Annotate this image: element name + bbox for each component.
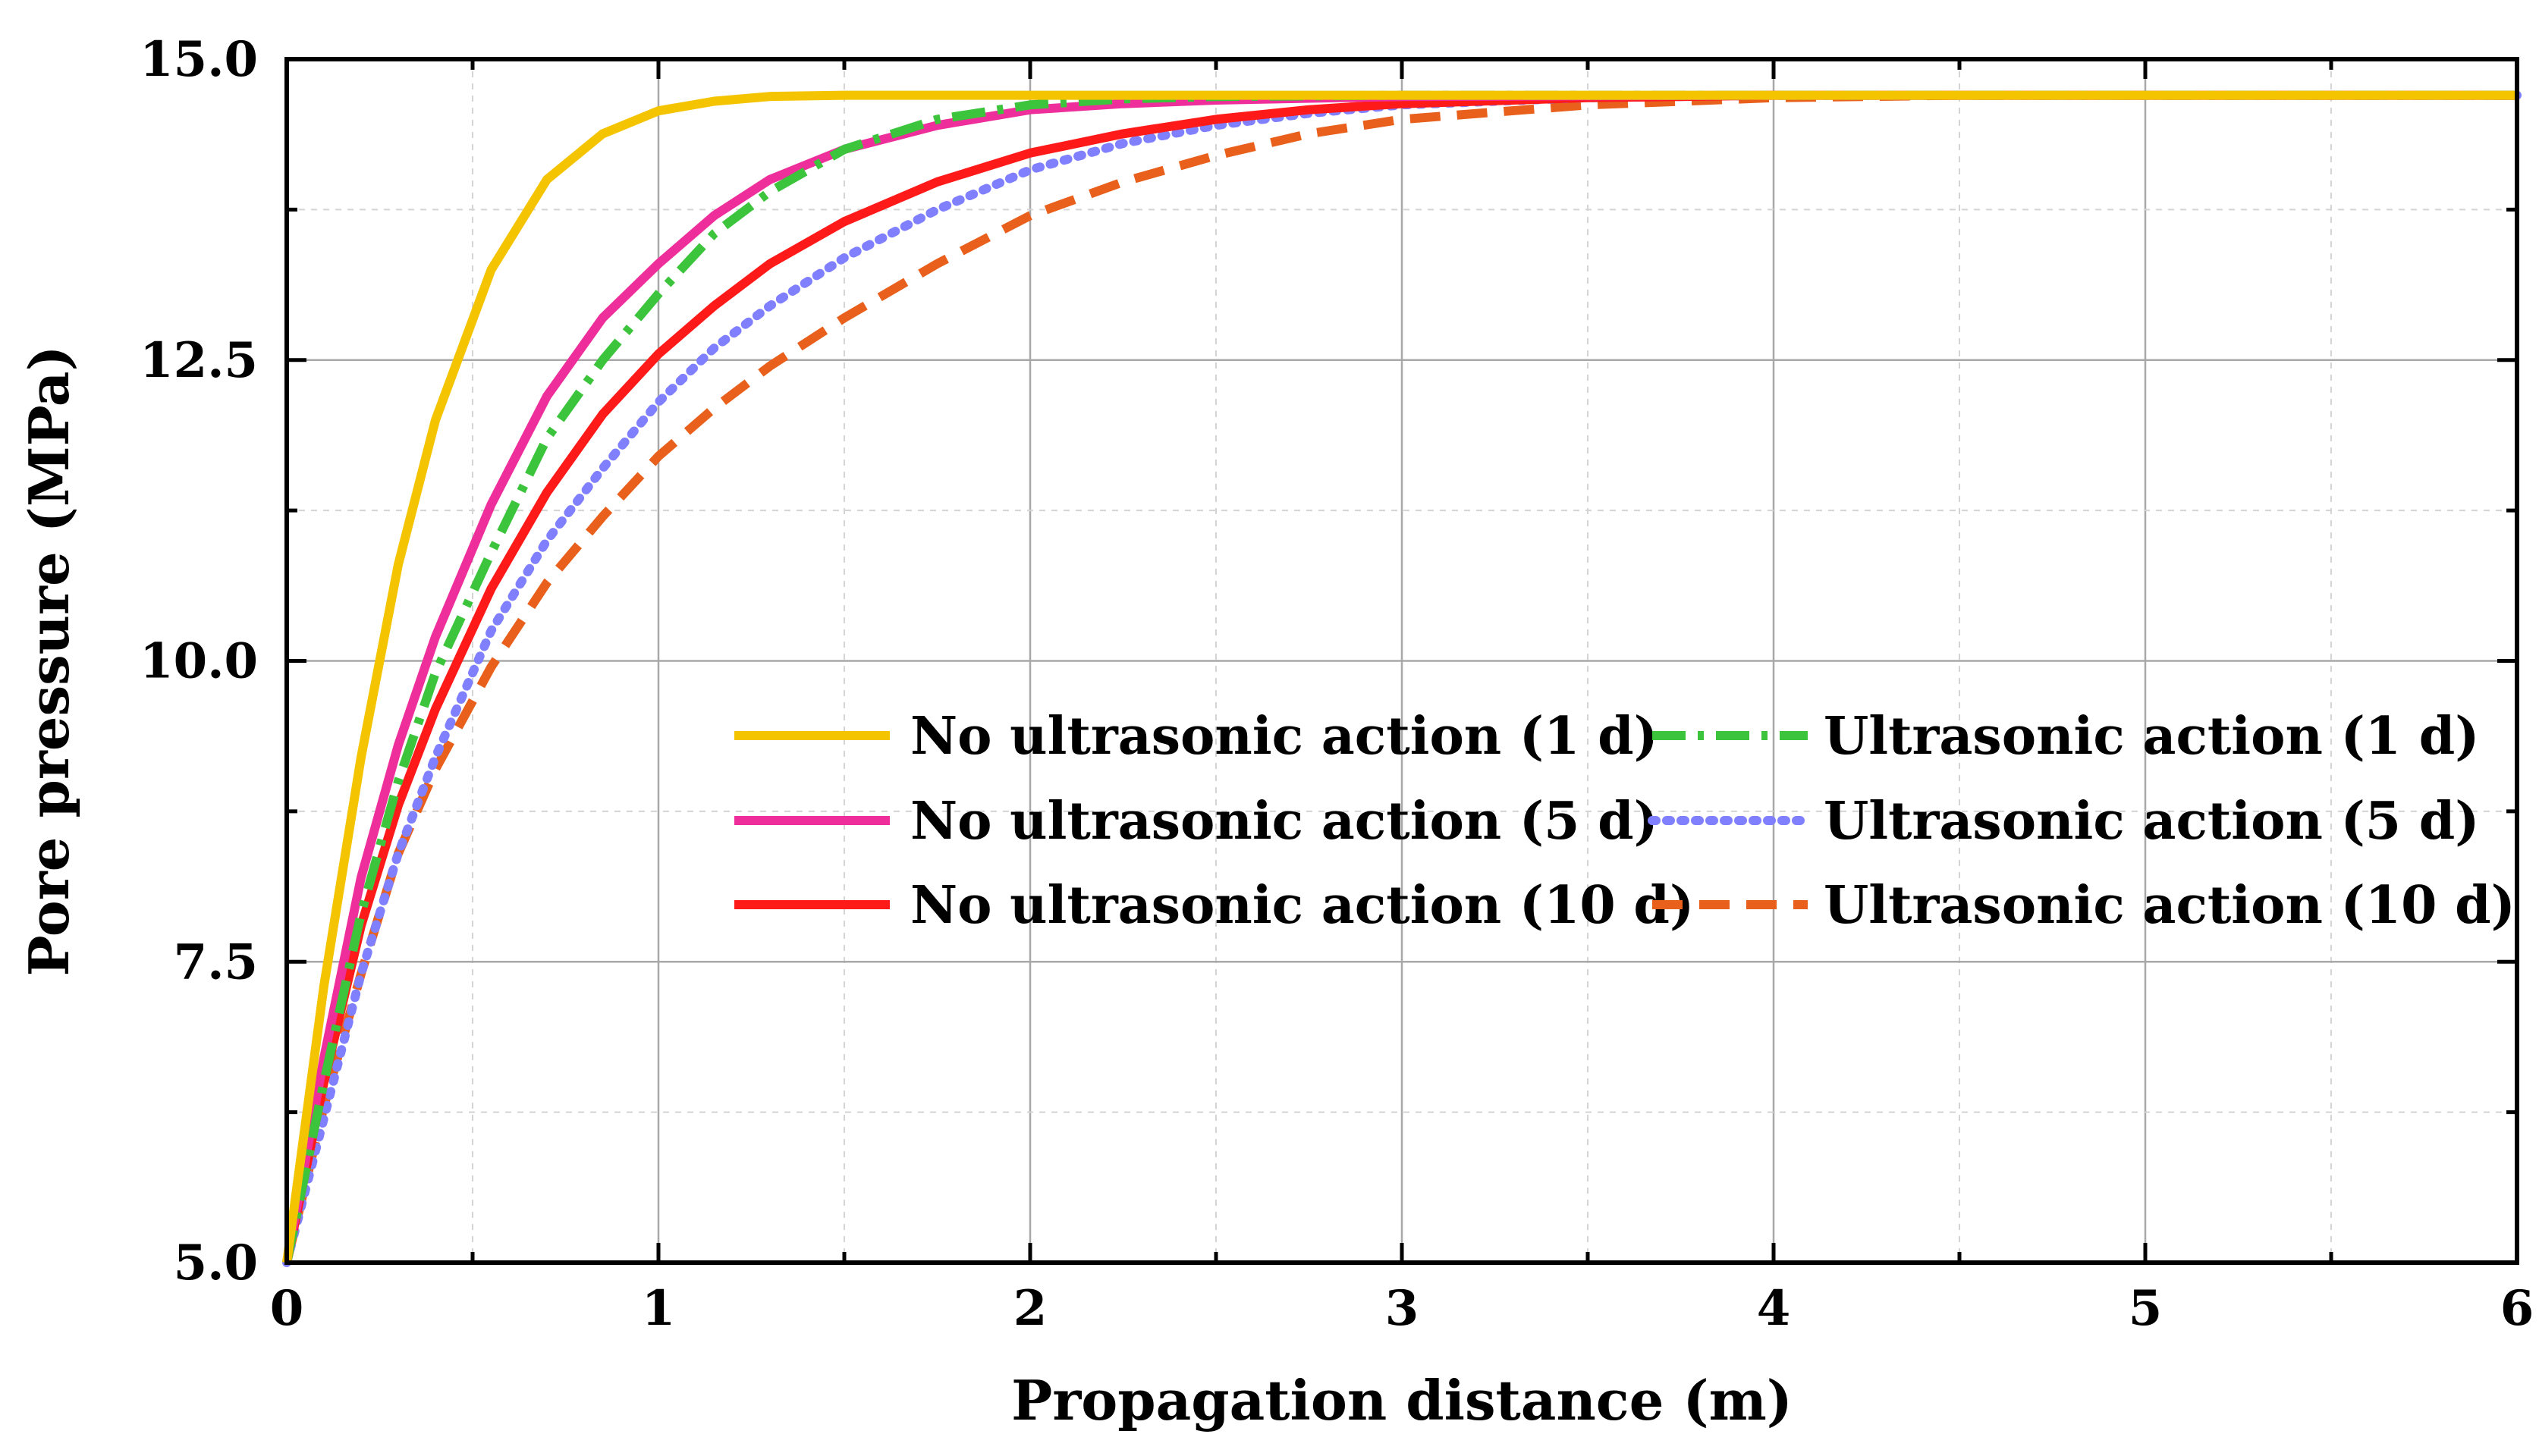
series-line-6 [282, 90, 2517, 1264]
y-tick-label: 10.0 [140, 633, 258, 690]
x-tick-label: 1 [642, 1280, 676, 1337]
legend-label: Ultrasonic action (1 d) [1824, 706, 2479, 767]
x-axis-tick-labels: 0 1 2 3 4 5 6 [270, 1280, 2534, 1337]
axis-ticks [284, 57, 2519, 1265]
y-tick-label: 15.0 [140, 31, 258, 88]
legend-label: Ultrasonic action (5 d) [1824, 791, 2479, 852]
x-tick-label: 6 [2500, 1280, 2534, 1337]
y-tick-label: 12.5 [140, 332, 258, 389]
x-tick-label: 4 [1757, 1280, 1791, 1337]
series-layer [282, 90, 2522, 1267]
y-axis-title: Pore pressure (MPa) [17, 345, 81, 976]
series-line-1 [282, 90, 2517, 1263]
x-axis-title: Propagation distance (m) [1011, 1368, 1793, 1432]
legend-label: No ultrasonic action (10 d) [910, 875, 1694, 936]
legend-label: No ultrasonic action (5 d) [910, 791, 1658, 852]
legend: No ultrasonic action (1 d) No ultrasonic … [734, 706, 2515, 936]
legend-label: Ultrasonic action (10 d) [1824, 875, 2515, 936]
x-tick-label: 0 [270, 1280, 304, 1337]
y-axis-tick-labels: 5.0 7.5 10.0 12.5 15.0 [140, 31, 258, 1291]
y-tick-label: 5.0 [174, 1235, 258, 1291]
x-tick-label: 3 [1385, 1280, 1419, 1337]
x-tick-label: 5 [2129, 1280, 2163, 1337]
x-tick-label: 2 [1013, 1280, 1048, 1337]
series-line-4 [282, 90, 2517, 1264]
y-tick-label: 7.5 [174, 934, 258, 990]
legend-label: No ultrasonic action (1 d) [910, 706, 1658, 767]
